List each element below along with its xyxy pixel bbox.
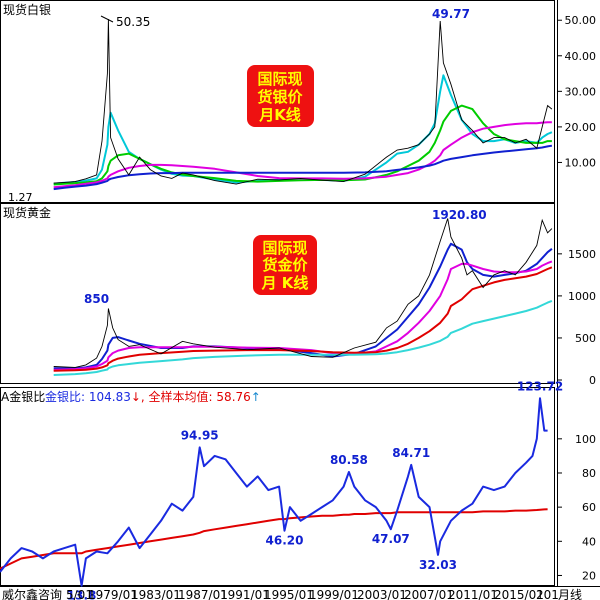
- gold-badge-line-2: 货金价: [262, 256, 308, 274]
- ratio-legend-mean-value: 58.76: [216, 390, 250, 404]
- date-label: 1995/01: [264, 588, 314, 600]
- ratio-annotation-layer: 13.8 94.95 46.20 80.58 47.07 84.71 32.03 123.72: [67, 379, 563, 600]
- ratio-line: [0, 397, 548, 587]
- footer-source: 威尔鑫咨询: [2, 587, 62, 600]
- gold-y-tick-label: 500: [575, 332, 596, 345]
- date-label: 1983/01: [131, 588, 181, 600]
- ratio-y-tick-label: 20: [582, 569, 596, 582]
- ratio-annotation: 32.03: [419, 558, 457, 572]
- gold_ma3-line: [53, 266, 553, 372]
- footer-period: 月线: [558, 588, 582, 600]
- gold_ma1-line: [53, 242, 553, 370]
- silver-y-tick-label: 50.00: [565, 14, 597, 27]
- date-label: 2007/01: [404, 588, 454, 600]
- silver-high-leader: [100, 15, 114, 23]
- silver-badge-line-3: 月K线: [258, 106, 301, 124]
- date-label-layer: 5/011979/011983/011987/011991/011995/011…: [66, 588, 559, 600]
- ratio-annotation: 46.20: [266, 534, 304, 548]
- silver-price-line: [53, 18, 553, 185]
- silver-panel-frame: [0, 0, 555, 203]
- silver-badge-line-1: 国际现: [257, 70, 302, 88]
- silver-panel-title: 现货白银: [3, 2, 51, 17]
- ratio-legend-down-arrow: ↓: [131, 390, 141, 404]
- ratio-y-tick-label: 100: [575, 433, 596, 446]
- ratio-legend-current: 104.83: [89, 390, 131, 404]
- ratio-legend: 金银比: 104.83↓, 全样本均值: 58.76↑: [45, 389, 261, 404]
- gold-badge: 国际现 货金价 月 K线: [253, 235, 317, 295]
- axis-layer: 10.00 20.00 30.00 40.00 50.00 0 500 1000 1500 20 4…: [557, 14, 596, 582]
- date-label: 1991/01: [220, 588, 270, 600]
- date-label: 5/01: [66, 588, 93, 600]
- ratio-mean-line: [0, 508, 548, 570]
- silver_ma3-line: [53, 121, 552, 189]
- ratio-y-tick-label: 60: [582, 501, 596, 514]
- date-label: 201: [536, 588, 559, 600]
- ratio-annotation: 84.71: [392, 446, 430, 460]
- gold-y-tick-label: 0: [589, 374, 596, 387]
- ratio-legend-mean-label: , 全样本均值:: [141, 389, 217, 404]
- ratio-annotation: 94.95: [181, 428, 219, 442]
- ratio-panel-title: A金银比: [1, 389, 45, 404]
- silver-y-tick-label: 40.00: [565, 50, 597, 63]
- ratio-annotation: 123.72: [517, 379, 563, 393]
- ratio-y-tick-label: 80: [582, 467, 596, 480]
- date-label: 1979/01: [88, 588, 138, 600]
- silver-badge-line-2: 货银价: [257, 88, 303, 106]
- silver-high-label: 50.35: [116, 15, 150, 29]
- ratio-annotation: 13.8: [67, 589, 97, 600]
- silver-y-tick-label: 30.00: [565, 85, 597, 98]
- ratio-annotation: 47.07: [372, 532, 410, 546]
- silver-low-label: 1.27: [8, 191, 33, 204]
- gold-panel-title: 现货黄金: [3, 205, 51, 220]
- date-label: 1987/01: [178, 588, 228, 600]
- silver-y-tick-label: 10.00: [565, 156, 597, 169]
- date-label: 1999/01: [309, 588, 359, 600]
- silver-badge-box: [247, 65, 314, 127]
- ratio-y-tick-label: 40: [582, 535, 596, 548]
- gold-badge-line-3: 月 K线: [261, 274, 309, 292]
- gold-early-high-label: 850: [84, 292, 109, 306]
- gold-badge-line-1: 国际现: [262, 239, 307, 257]
- ratio-panel-frame: [0, 387, 555, 586]
- ratio-legend-up-arrow: ↑: [251, 390, 261, 404]
- gold-y-tick-label: 1500: [568, 248, 596, 261]
- gold-price-line: [53, 218, 553, 368]
- panel-frames: [0, 0, 600, 587]
- date-label: 2003/01: [357, 588, 407, 600]
- gold_ma4-line: [53, 299, 553, 376]
- date-label: 2015/01: [494, 588, 544, 600]
- gold-badge-box: [253, 235, 317, 295]
- series-layer: [0, 18, 553, 587]
- silver_ma4-line: [53, 144, 553, 191]
- ratio-legend-label: 金银比:: [45, 389, 89, 404]
- gold-panel-frame: [0, 203, 555, 384]
- silver-high-right-label: 49.77: [432, 7, 470, 21]
- date-label: 2011/01: [448, 588, 498, 600]
- silver-y-tick-label: 20.00: [565, 121, 597, 134]
- gold-y-tick-label: 1000: [568, 290, 596, 303]
- ratio-annotation: 80.58: [330, 453, 368, 467]
- gold-high-label: 1920.80: [432, 208, 487, 222]
- silver-badge: 国际现 货银价 月K线: [247, 65, 314, 127]
